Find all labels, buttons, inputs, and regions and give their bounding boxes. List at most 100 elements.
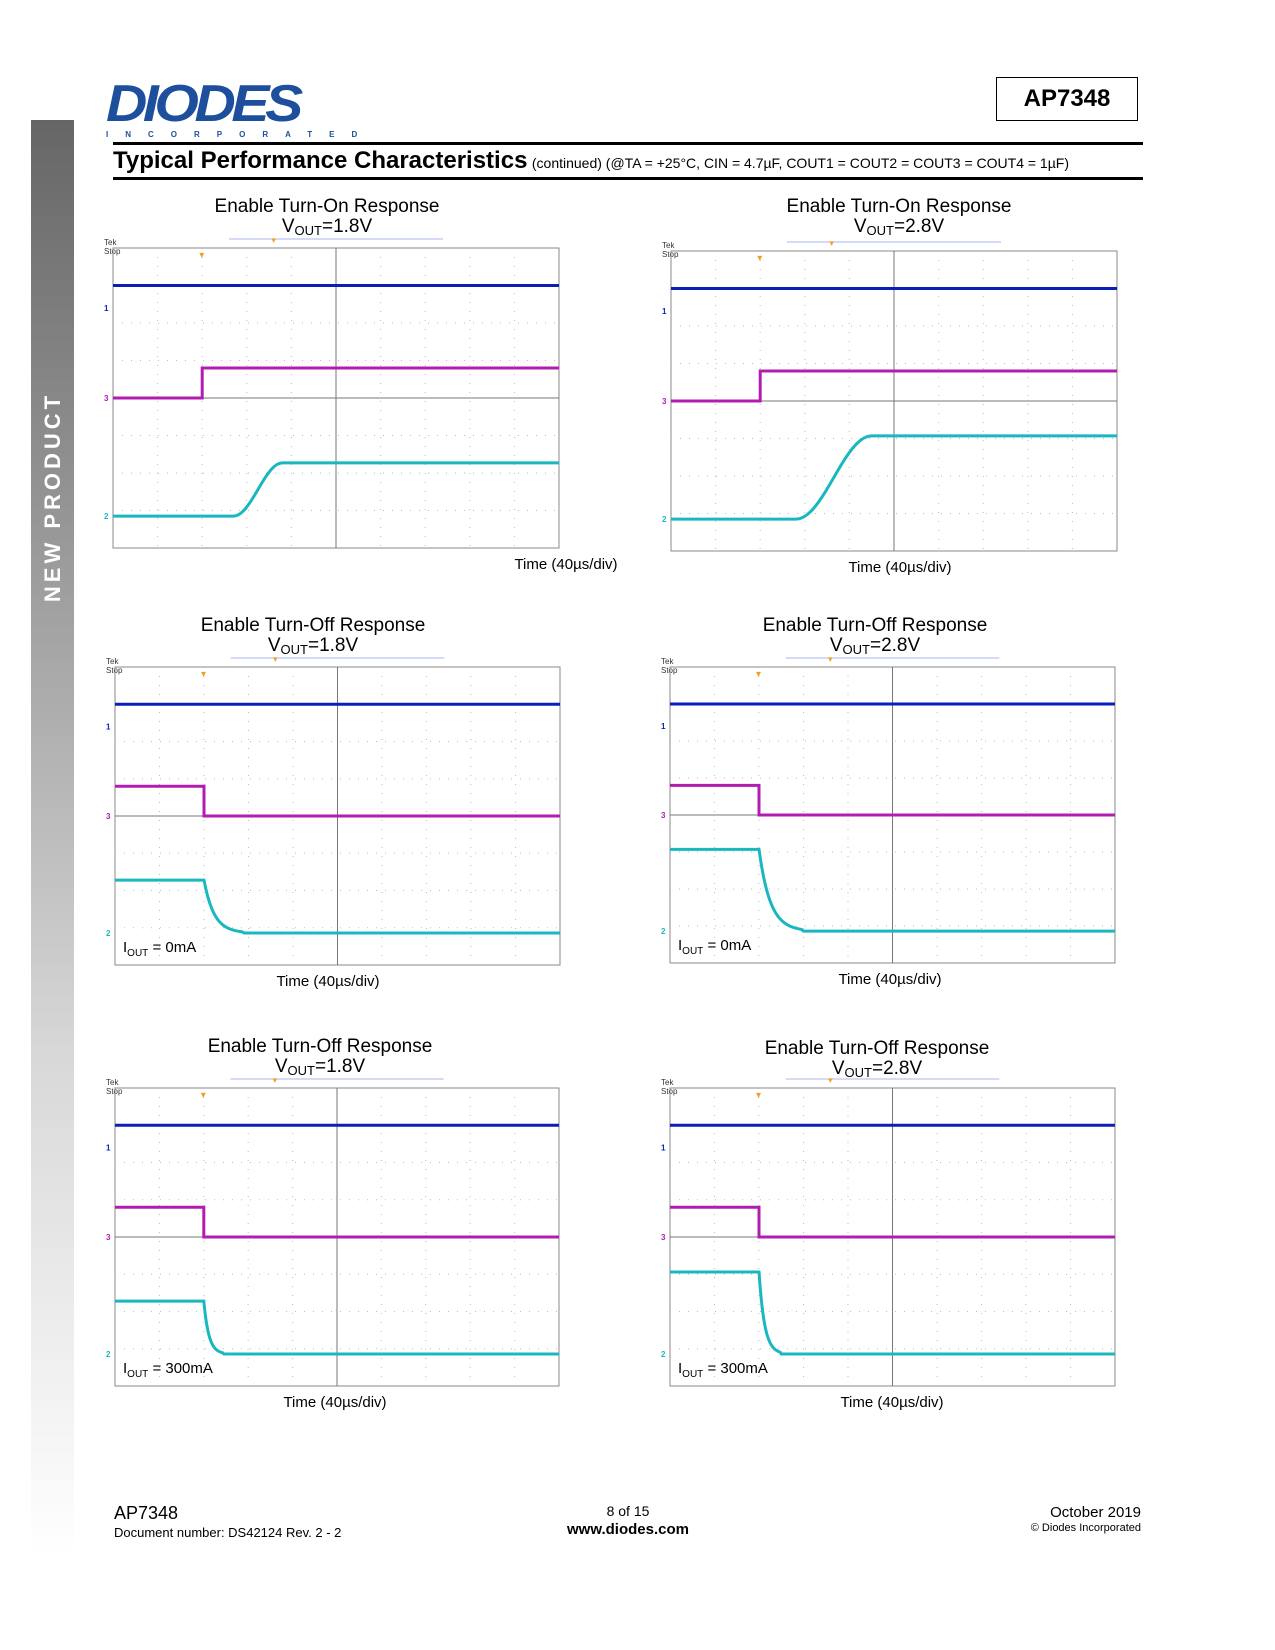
iout-label: IOUT = 0mA [123,939,197,959]
ven-trace [113,366,559,400]
scope-screen: ▾ ▾ 1 3 2 [106,1075,560,1387]
footer-docnum: Document number: DS42124 Rev. 2 - 2 [114,1525,342,1540]
trigger-marker-icon: ▾ [199,250,204,261]
plot-title-line1: Enable Turn-On Response [214,196,440,217]
iout-subscript: OUT [682,946,704,957]
vout-value: =1.8V [307,635,359,656]
iout-subscript: OUT [682,1369,704,1380]
plot-title: Enable Turn-Off Response VOUT=2.8V [763,616,988,660]
vout-trace [670,847,1115,933]
trigger-marker-icon: ▾ [756,1090,761,1101]
plot-title: Enable Turn-Off Response VOUT=2.8V [765,1039,990,1083]
iout-label: IOUT = 300mA [123,1360,213,1380]
scope-status: Tek Stop [662,241,679,259]
vout-trace [115,878,560,935]
plot-title: Enable Turn-Off Response VOUT=1.8V [201,616,426,660]
ven-trace [670,1205,1115,1239]
x-axis-label: Time (40µs/div) [848,559,952,576]
channel-marker-icon: 1 [662,307,667,316]
scope-screen: ▾ ▾ 1 3 2 [662,238,1118,552]
vout-value: =2.8V [893,216,945,237]
vout-subscript: OUT [294,223,322,238]
vout-trace [671,434,1117,521]
sidebar-label: NEW PRODUCT [39,391,65,603]
x-axis-label: Time (40µs/div) [283,1394,387,1411]
channel-marker-icon: 2 [661,1350,666,1359]
footer-date: October 2019 [1050,1504,1141,1521]
vout-trace [113,461,559,518]
trigger-position-marker: ▾ [828,1075,833,1085]
new-product-sidebar: NEW PRODUCT [31,120,74,1560]
vout-value: =2.8V [871,1058,923,1079]
channel-marker-icon: 2 [662,515,667,524]
scope-status: Tek Stop [106,1078,123,1096]
iout-label: IOUT = 0mA [678,937,752,957]
plot-title-line1: Enable Turn-Off Response [764,1038,990,1059]
channel-marker-icon: 3 [661,811,666,820]
channel-marker-icon: 3 [106,1233,111,1242]
ven-trace [670,783,1115,817]
vout-subscript: OUT [866,223,894,238]
channel-marker-icon: 2 [104,512,109,521]
trigger-position-marker: ▾ [829,238,834,248]
logo-word: DIODES [106,75,303,133]
channel-marker-icon: 3 [106,812,111,821]
footer-page: 8 of 15 [606,1503,650,1519]
plot-title-line1: Enable Turn-Off Response [207,1036,433,1057]
section-title: Typical Performance Characteristics [113,147,528,174]
scope-status: Tek Stop [661,1078,678,1096]
plot-title-line2: VOUT=1.8V [281,216,373,239]
vout-subscript: OUT [844,1065,872,1080]
iout-label: IOUT = 300mA [678,1360,768,1380]
plot-title: Enable Turn-Off Response VOUT=1.8V [208,1037,433,1081]
scope-status: Tek Stop [106,657,123,675]
ven-trace [115,784,560,818]
scope-screen: ▾ ▾ 1 3 2 [661,654,1116,964]
plot-title-line2: VOUT=1.8V [274,1056,366,1079]
vout-value: =1.8V [321,216,373,237]
channel-marker-icon: 2 [106,929,111,938]
footer-part: AP7348 [114,1503,179,1523]
footer-url[interactable]: www.diodes.com [567,1521,689,1538]
vout-subscript: OUT [287,1063,315,1078]
header-rule-top [113,142,1143,145]
scope-screen: ▾ ▾ 1 3 2 [661,1075,1116,1387]
vout-subscript: OUT [280,642,308,657]
channel-marker-icon: 3 [661,1233,666,1242]
plot-title-line2: VOUT=2.8V [853,216,945,239]
iout-value: = 0mA [703,937,752,954]
x-axis-label: Time (40µs/div) [838,971,942,988]
scope-screen: ▾ ▾ 1 3 2 [106,654,561,966]
scope-status: Tek Stop [104,238,121,256]
footer-copyright: © Diodes Incorporated [1030,1522,1141,1534]
vout-value: =1.8V [314,1056,366,1077]
plot-title-line2: VOUT=2.8V [829,635,921,658]
trigger-marker-icon: ▾ [756,669,761,680]
trigger-marker-icon: ▾ [201,1090,206,1101]
trigger-marker-icon: ▾ [757,253,762,264]
section-conditions: (continued) (@TA = +25°C, CIN = 4.7µF, C… [531,155,1070,171]
iout-subscript: OUT [127,948,149,959]
trigger-position-marker: ▾ [271,235,276,245]
channel-marker-icon: 1 [661,1144,666,1153]
vout-trace [670,1270,1115,1356]
trigger-marker-icon: ▾ [201,669,206,680]
section-heading: Typical Performance Characteristics (con… [113,147,1069,175]
channel-marker-icon: 2 [106,1350,111,1359]
part-number-box: AP7348 [996,77,1138,121]
trigger-position-marker: ▾ [828,654,833,664]
channel-marker-icon: 2 [661,927,666,936]
scope-screen: ▾ ▾ 1 3 2 [104,235,560,549]
iout-value: = 300mA [148,1360,213,1377]
diodes-logo: DIODES INCORPORATED [106,78,374,139]
logo-sub: INCORPORATED [106,130,375,139]
trigger-position-marker: ▾ [273,654,278,664]
plot-title-line2: VOUT=2.8V [831,1058,923,1081]
channel-marker-icon: 1 [661,722,666,731]
channel-marker-icon: 3 [662,397,667,406]
scope-status: Tek Stop [661,657,678,675]
iout-value: = 0mA [148,939,197,956]
vout-trace [115,1299,559,1356]
iout-value: = 300mA [703,1360,768,1377]
